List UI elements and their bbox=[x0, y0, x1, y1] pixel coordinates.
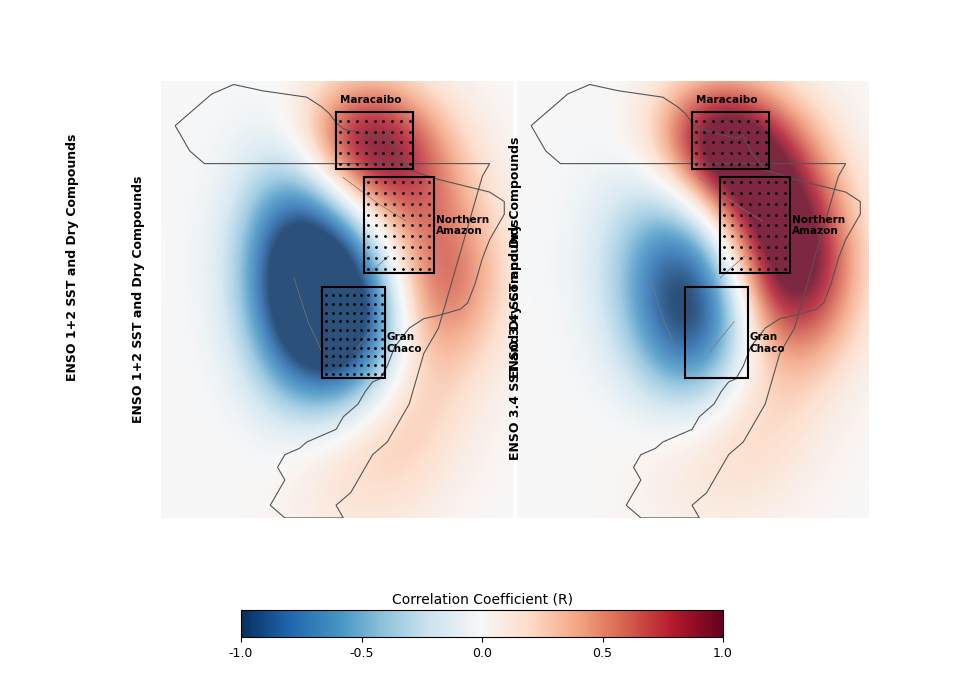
Bar bbox=[692, 112, 769, 169]
Text: Gran
Chaco: Gran Chaco bbox=[750, 332, 786, 354]
Text: ENSO 1+2 SST and Dry Compounds: ENSO 1+2 SST and Dry Compounds bbox=[66, 134, 79, 381]
Title: Correlation Coefficient (R): Correlation Coefficient (R) bbox=[391, 593, 573, 606]
Bar bbox=[322, 287, 386, 378]
Text: Northern
Amazon: Northern Amazon bbox=[436, 215, 490, 236]
Text: Northern
Amazon: Northern Amazon bbox=[792, 215, 845, 236]
Text: Gran
Chaco: Gran Chaco bbox=[387, 332, 422, 354]
Text: Maracaibo: Maracaibo bbox=[696, 96, 757, 105]
Text: ENSO 3.4 SST and Dry Compounds: ENSO 3.4 SST and Dry Compounds bbox=[509, 218, 522, 460]
Bar bbox=[364, 178, 435, 273]
Text: ENSO 1+2 SST and Dry Compounds: ENSO 1+2 SST and Dry Compounds bbox=[131, 176, 145, 423]
Text: ENSO 3.4 SST and Dry Compounds: ENSO 3.4 SST and Dry Compounds bbox=[509, 137, 522, 378]
Bar bbox=[685, 287, 748, 378]
Bar bbox=[720, 178, 790, 273]
Text: Maracaibo: Maracaibo bbox=[339, 96, 401, 105]
Bar bbox=[336, 112, 414, 169]
